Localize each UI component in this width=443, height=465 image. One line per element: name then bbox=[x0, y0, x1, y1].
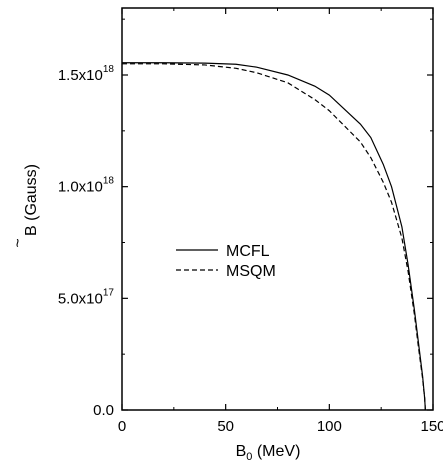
series-line-msqm bbox=[122, 63, 426, 411]
y-axis-title-tilde: ~ bbox=[10, 238, 27, 247]
y-axis-title: B (Gauss) bbox=[23, 164, 40, 236]
x-tick-label: 100 bbox=[317, 418, 342, 435]
x-axis-title-sub: 0 bbox=[246, 451, 252, 463]
y-tick-label: 5.0x1017 bbox=[58, 287, 115, 307]
y-tick-label: 1.5x1018 bbox=[58, 64, 115, 84]
legend-label-msqm: MSQM bbox=[226, 263, 276, 280]
y-axis-title-group: B (Gauss) ~ bbox=[10, 164, 40, 248]
x-axis-title: B0 (MeV) bbox=[236, 443, 301, 463]
y-tick-label: 0.0 bbox=[93, 402, 114, 419]
x-tick-label: 150 bbox=[420, 418, 443, 435]
plot-frame bbox=[121, 7, 434, 411]
legend: MCFL MSQM bbox=[176, 243, 276, 280]
x-axis-title-unit: (MeV) bbox=[252, 443, 300, 460]
x-tick-label: 0 bbox=[118, 418, 126, 435]
legend-label-mcfl: MCFL bbox=[226, 243, 270, 260]
y-tick-label: 1.0x1018 bbox=[58, 176, 115, 196]
series-line-mcfl bbox=[122, 62, 426, 411]
y-axis-title-main: B bbox=[23, 225, 40, 236]
x-tick-label: 50 bbox=[217, 418, 234, 435]
x-axis-title-main: B bbox=[236, 443, 247, 460]
y-axis-title-unit: (Gauss) bbox=[23, 164, 40, 225]
